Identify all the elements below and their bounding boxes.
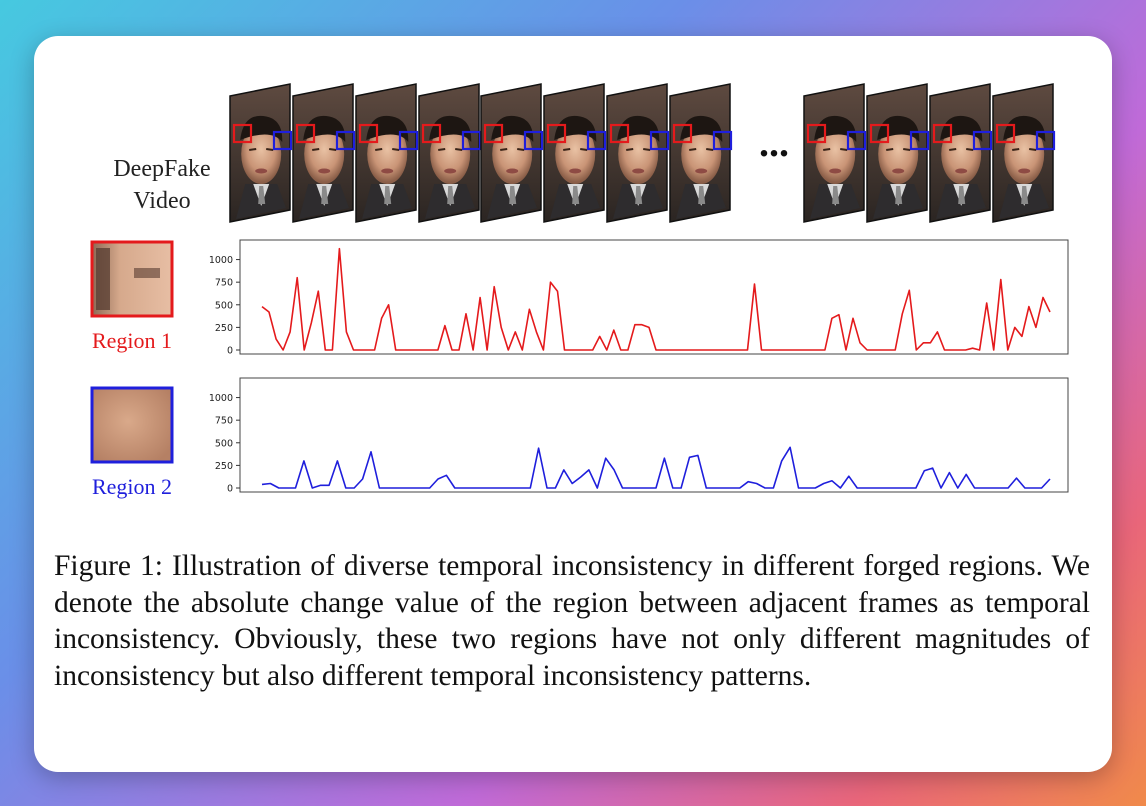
region2-box: [523, 130, 544, 151]
region2-box: [461, 130, 482, 151]
video-frame: [418, 83, 482, 223]
caption-label: Figure 1:: [54, 550, 163, 582]
region1-box: [295, 123, 316, 144]
y-tick-label: 1000: [209, 255, 233, 266]
region2-box: [909, 130, 930, 151]
video-frames: [229, 83, 1056, 223]
region1-box: [546, 123, 567, 144]
region1-box: [869, 123, 890, 144]
region1-box: [806, 123, 827, 144]
region1-box: [932, 123, 953, 144]
series-line: [261, 446, 1051, 489]
video-frame: [292, 83, 356, 223]
figure-caption: Figure 1: Illustration of diverse tempor…: [54, 548, 1090, 694]
region1-label: Region 1: [92, 328, 172, 353]
y-tick-label: 750: [215, 278, 233, 289]
video-label-line1: DeepFake: [113, 156, 210, 182]
region1-box: [995, 123, 1016, 144]
plot-frame: [239, 239, 1069, 355]
y-tick-label: 500: [215, 438, 233, 449]
region1-box: [672, 123, 693, 144]
region2-box: [335, 130, 356, 151]
region1-box: [358, 123, 379, 144]
region2-box: [586, 130, 607, 151]
region2-thumbnail: [90, 386, 174, 464]
y-tick-label: 250: [215, 461, 233, 472]
region1-box: [609, 123, 630, 144]
region2-box: [272, 130, 293, 151]
region1-box: [483, 123, 504, 144]
y-tick-label: 0: [227, 484, 233, 495]
region1-box: [232, 123, 253, 144]
region1-box: [421, 123, 442, 144]
region1-plot: 0 250 500 750 1000: [209, 239, 1069, 357]
video-frame: [606, 83, 670, 223]
caption-text: Illustration of diverse temporal inconsi…: [54, 550, 1091, 692]
region2-box: [398, 130, 419, 151]
video-frame: [480, 83, 544, 223]
video-frame: [866, 83, 930, 223]
series-line: [261, 247, 1051, 351]
y-tick-label: 1000: [209, 393, 233, 404]
y-tick-label: 250: [215, 323, 233, 334]
region2-box: [712, 130, 733, 151]
ellipsis: ...: [759, 120, 789, 165]
video-frame: [669, 83, 733, 223]
region1-thumbnail: [90, 240, 174, 318]
video-label-line2: Video: [133, 188, 190, 214]
region2-box: [846, 130, 867, 151]
y-tick-label: 500: [215, 300, 233, 311]
video-frame: [803, 83, 867, 223]
y-tick-label: 750: [215, 416, 233, 427]
y-tick-label: 0: [227, 346, 233, 357]
video-frame: [355, 83, 419, 223]
video-frame: [543, 83, 607, 223]
region2-plot: 0 250 500 750 1000: [209, 377, 1069, 495]
region2-box: [1035, 130, 1056, 151]
video-frame: [929, 83, 993, 223]
region2-label: Region 2: [92, 474, 172, 499]
figure-graphic: DeepFake Video ... Region 1 Region 2 0 25…: [90, 83, 1069, 499]
video-frame: [229, 83, 293, 223]
region2-box: [972, 130, 993, 151]
video-frame: [992, 83, 1056, 223]
region2-box: [649, 130, 670, 151]
plot-frame: [239, 377, 1069, 493]
figure-card: DeepFake Video ... Region 1 Region 2 0 25…: [34, 36, 1112, 772]
